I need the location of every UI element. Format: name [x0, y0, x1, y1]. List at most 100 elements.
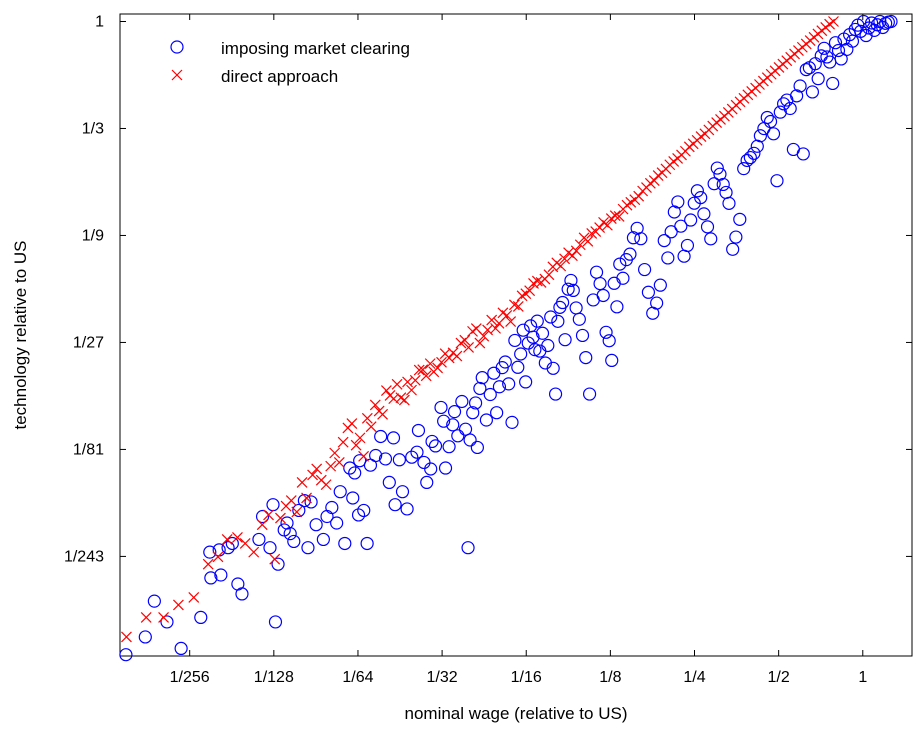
data-point-x-stroke — [221, 533, 233, 545]
data-point-x — [555, 260, 567, 272]
data-point-x-stroke — [420, 370, 432, 382]
data-point-circle — [572, 312, 586, 326]
data-point-circle — [194, 610, 208, 624]
data-point-x-stroke — [354, 432, 366, 444]
data-point-x — [365, 421, 377, 433]
data-point-circle — [346, 491, 360, 505]
data-point-circle — [558, 333, 572, 347]
data-point-circle — [826, 76, 840, 91]
data-point-circle — [225, 536, 239, 551]
data-point-circle — [566, 283, 580, 298]
data-point-x-stroke — [531, 275, 543, 287]
data-point-x — [291, 506, 303, 518]
x-tick-label: 1/4 — [683, 669, 705, 686]
data-point-circle — [516, 323, 530, 337]
data-point-circle — [616, 271, 630, 285]
data-point-x-stroke — [567, 250, 578, 262]
data-point-x-stroke — [613, 211, 625, 222]
x-tick-label: 1/8 — [599, 669, 621, 686]
data-point-circle — [325, 500, 339, 515]
data-point-circle — [492, 380, 507, 394]
data-point-circle — [424, 462, 438, 476]
data-point-x-stroke — [329, 447, 341, 459]
data-point-x-stroke — [172, 599, 184, 611]
data-point-circle — [470, 440, 484, 455]
data-point-x-stroke — [388, 393, 400, 405]
data-point-x — [188, 592, 200, 603]
data-point-circle — [498, 355, 512, 369]
data-point-x — [524, 285, 536, 297]
data-point-circle — [514, 347, 528, 361]
legend-x-marker-stroke — [171, 69, 183, 81]
legend-label-direct-approach: direct approach — [221, 67, 338, 86]
data-point-x-stroke — [570, 245, 582, 257]
data-point-x-stroke — [443, 352, 455, 364]
data-point-circle — [713, 167, 727, 181]
data-point-circle — [511, 360, 525, 374]
data-point-circle — [661, 251, 675, 265]
data-point-x-stroke — [307, 469, 318, 481]
data-point-x — [285, 495, 297, 507]
data-point-circle — [737, 162, 751, 176]
x-tick-label: 1/64 — [342, 669, 373, 686]
data-point-x — [543, 269, 555, 281]
data-point-x-stroke — [470, 323, 482, 335]
data-point-circle — [252, 532, 266, 547]
data-point-x — [391, 378, 403, 390]
data-point-x-stroke — [463, 341, 475, 353]
data-point-x — [337, 436, 349, 448]
data-point-circle — [634, 232, 648, 246]
data-point-x-stroke — [398, 394, 410, 406]
data-point-circle — [468, 396, 483, 410]
data-point-x — [275, 512, 286, 524]
data-point-circle — [304, 495, 318, 509]
data-point-circle — [599, 325, 613, 339]
data-point-x-stroke — [501, 309, 513, 321]
data-point-x-stroke — [256, 519, 268, 531]
data-point-circle — [733, 212, 747, 226]
data-point-circle — [605, 353, 619, 368]
legend-circle-marker — [170, 40, 184, 54]
data-point-circle — [610, 300, 624, 314]
data-point-x-stroke — [350, 439, 362, 451]
data-point-x — [436, 356, 447, 368]
data-point-circle — [461, 541, 475, 555]
data-point-x — [361, 412, 373, 424]
legend-marker-x — [171, 69, 183, 81]
data-point-x-stroke — [248, 546, 260, 558]
data-point-circle — [360, 536, 374, 551]
data-point-circle — [255, 509, 270, 524]
data-point-x — [140, 611, 152, 623]
data-point-circle — [316, 532, 330, 547]
data-point-x-stroke — [563, 247, 575, 259]
data-point-circle — [593, 276, 607, 291]
data-point-x — [232, 532, 243, 543]
data-point-circle — [551, 314, 565, 328]
data-point-x-stroke — [409, 374, 421, 386]
data-point-circle — [119, 648, 133, 662]
data-point-circle — [268, 615, 283, 629]
data-point-circle — [483, 387, 497, 402]
data-point-x — [420, 370, 432, 382]
data-point-x — [512, 301, 524, 312]
data-point-x-stroke — [301, 492, 312, 504]
data-point-circle — [763, 114, 778, 129]
data-point-circle — [740, 153, 754, 168]
data-point-circle — [458, 422, 473, 436]
data-point-x — [301, 492, 312, 504]
data-point-circle — [626, 231, 641, 245]
data-point-circle — [235, 587, 249, 601]
data-point-x-stroke — [601, 219, 613, 231]
data-point-x — [121, 631, 132, 643]
data-point-circle — [309, 518, 323, 532]
data-point-circle — [333, 485, 347, 499]
data-point-circle — [378, 452, 393, 466]
data-point-x — [609, 210, 621, 222]
data-point-circle — [519, 375, 533, 389]
axis-ticks: 1/256 1/128 1/64 1/32 1/16 1/8 1/4 1/2 1 1 1/3 1/9 1… — [64, 13, 912, 686]
data-point-circle — [410, 445, 424, 459]
data-point-x — [413, 364, 425, 376]
data-point-x — [354, 432, 366, 444]
data-point-circle — [747, 146, 761, 160]
data-point-circle — [330, 516, 344, 530]
